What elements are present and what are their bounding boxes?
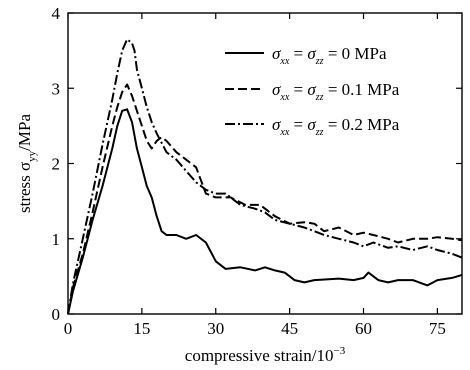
legend-label-0: σxx = σzz = 0 MPa xyxy=(272,44,387,67)
legend-label-2: σxx = σzz = 0.2 MPa xyxy=(272,115,400,138)
legend: σxx = σzz = 0 MPa σxx = σzz = 0.1 MPa σxx … xyxy=(225,44,400,138)
x-tick-label: 0 xyxy=(64,319,73,338)
y-axis-title-main: stress σ xyxy=(15,162,34,213)
x-tick-label: 15 xyxy=(133,319,150,338)
y-tick-label: 2 xyxy=(52,155,61,174)
series-line-2 xyxy=(67,38,463,315)
plot-frame xyxy=(67,12,463,315)
y-tick-label: 1 xyxy=(52,230,61,249)
series-line-1 xyxy=(67,83,463,315)
x-tick-label: 30 xyxy=(207,319,224,338)
x-tick-label: 45 xyxy=(281,319,298,338)
x-tick-label: 75 xyxy=(429,319,446,338)
plot-layer xyxy=(67,38,463,315)
ticks-layer: 0 15 30 45 60 75 0 1 2 3 4 xyxy=(52,4,462,338)
legend-label-1: σxx = σzz = 0.1 MPa xyxy=(272,80,400,103)
x-axis-title: compressive strain/10−3 xyxy=(185,345,346,365)
y-tick-label: 0 xyxy=(52,305,61,324)
y-axis-title: stress σyy/MPa xyxy=(15,114,38,213)
x-tick-label: 60 xyxy=(355,319,372,338)
x-axis-title-main: compressive strain/10 xyxy=(185,346,334,365)
y-tick-label: 3 xyxy=(52,79,61,98)
y-axis-title-subscript: yy xyxy=(26,150,38,162)
x-axis-title-exponent: −3 xyxy=(334,345,346,357)
series-line-0 xyxy=(67,108,463,315)
y-axis-title-unit: /MPa xyxy=(15,114,34,151)
y-tick-label: 4 xyxy=(52,4,61,23)
